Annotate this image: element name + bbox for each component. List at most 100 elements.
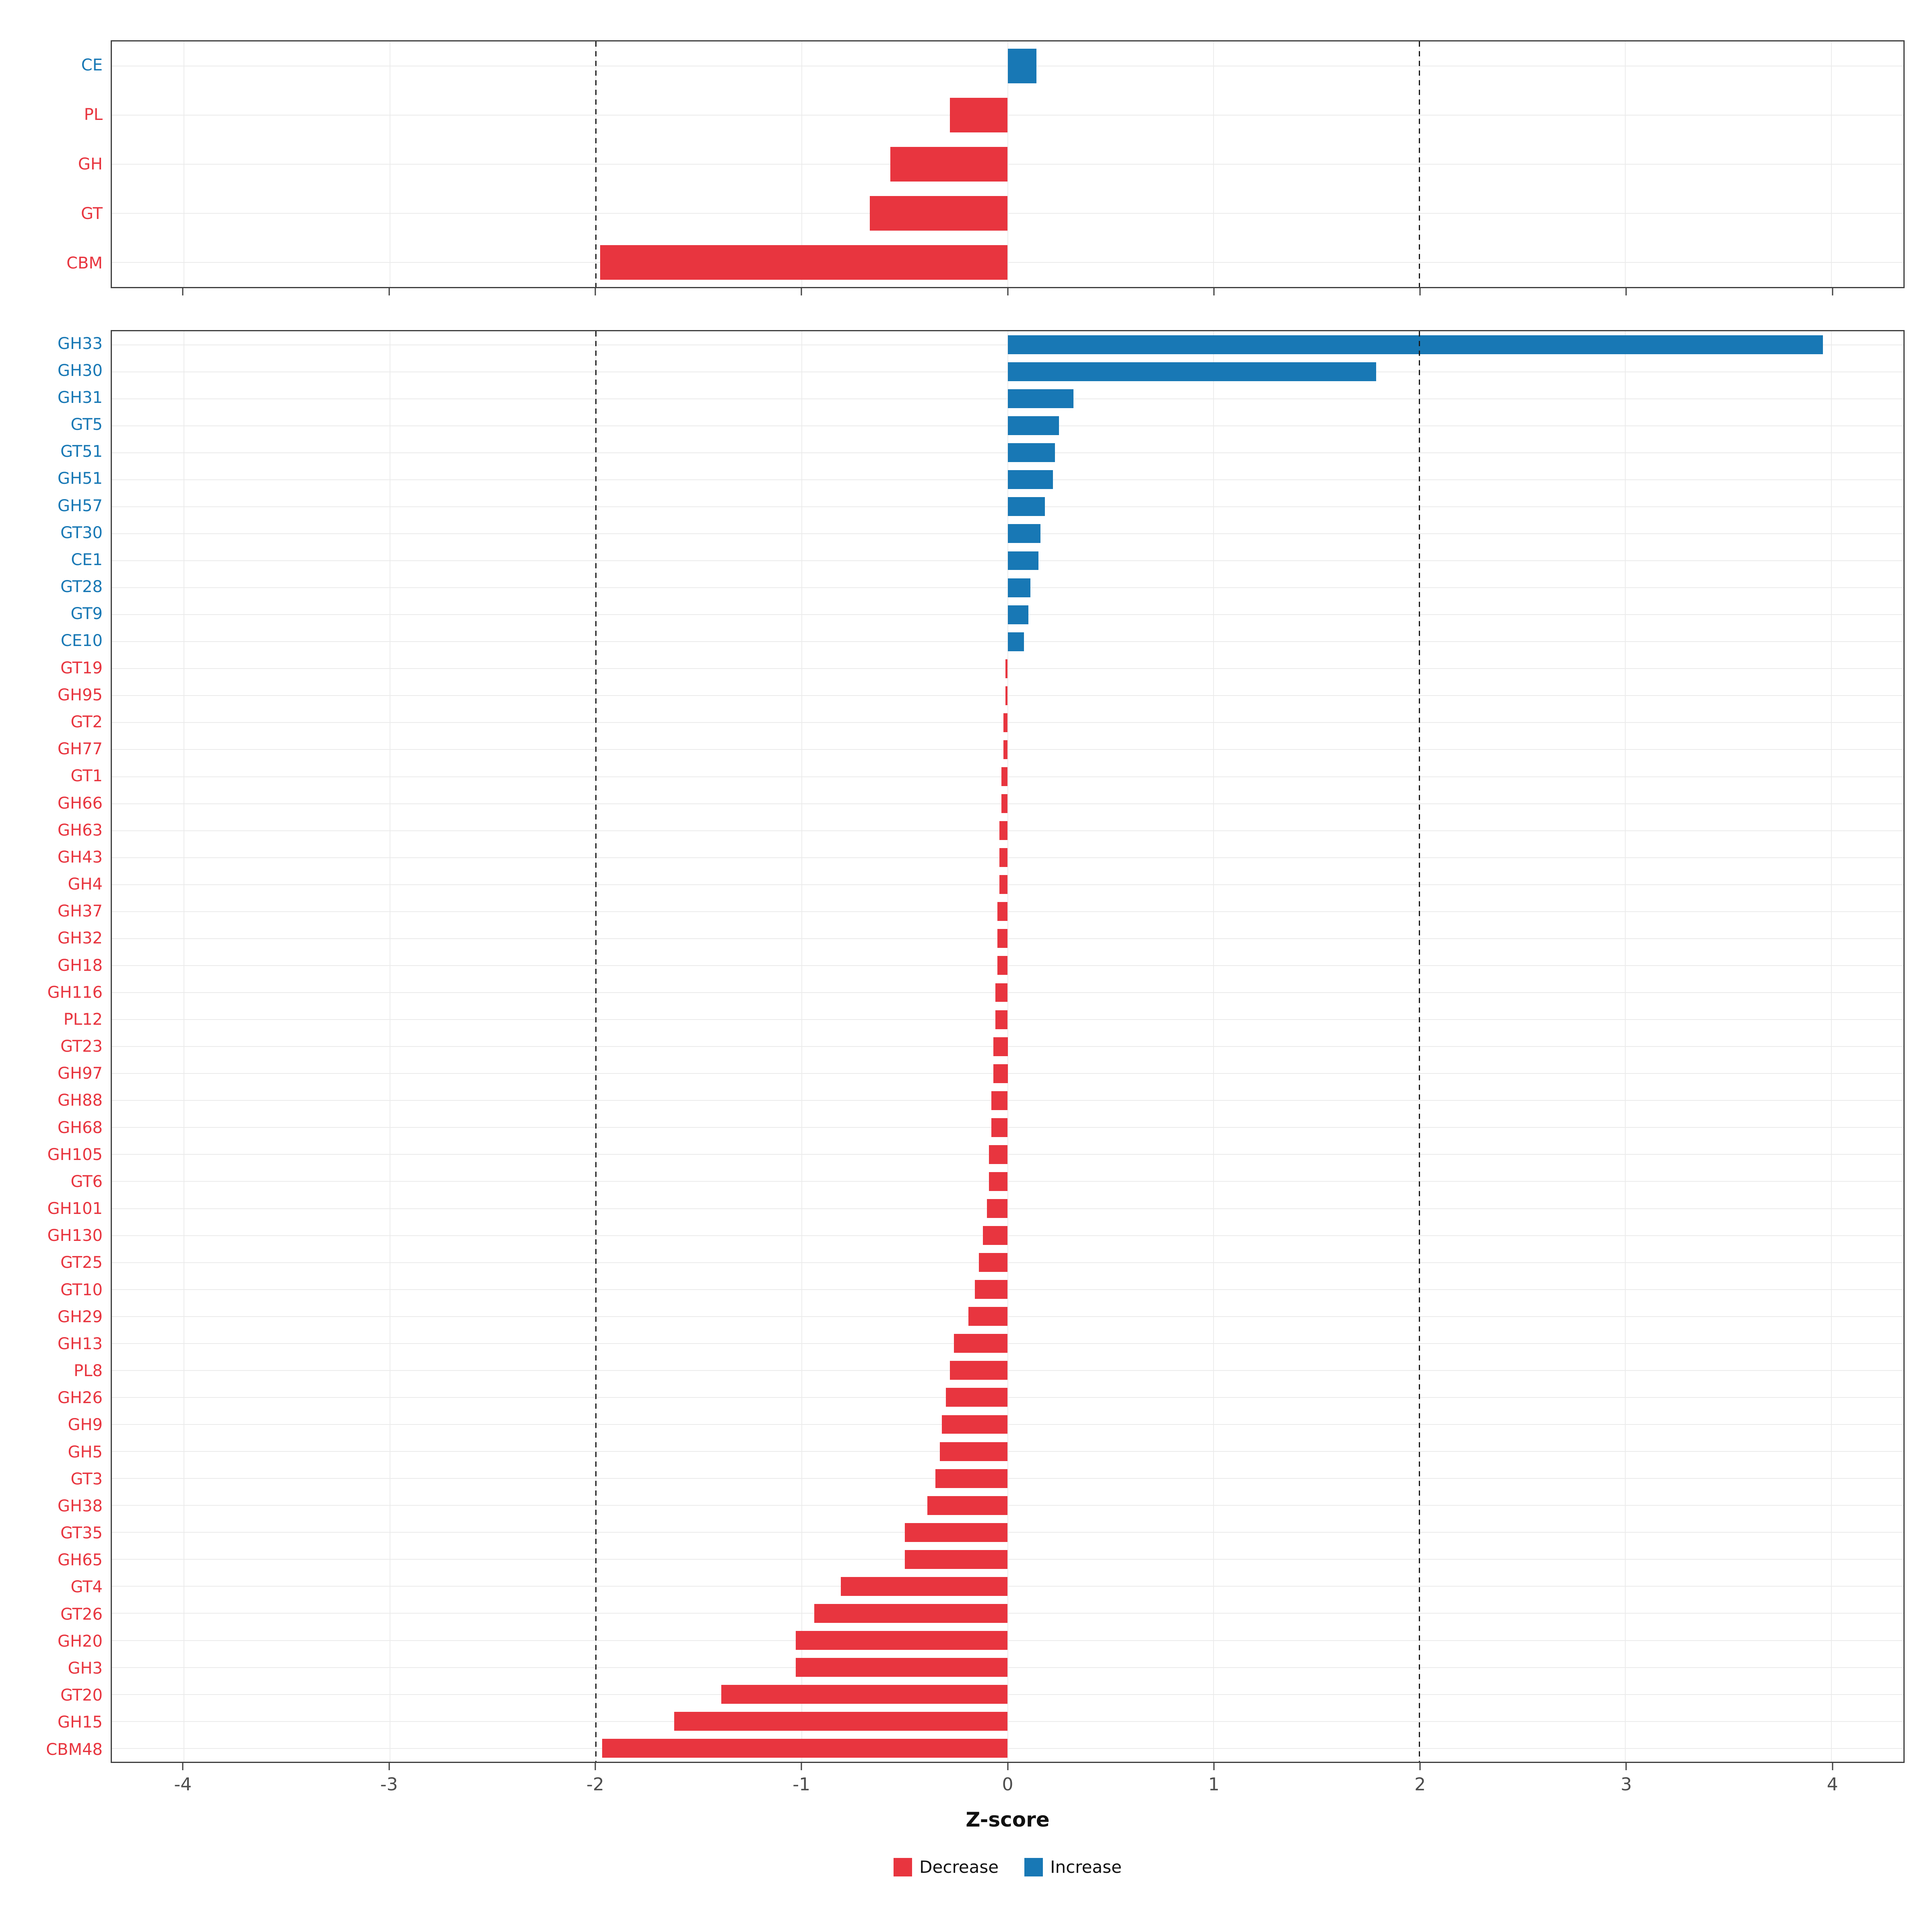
bar	[1007, 632, 1024, 651]
h-gridline	[112, 776, 1903, 777]
category-label: GH65	[58, 1551, 103, 1570]
legend-swatch	[1024, 1858, 1043, 1876]
bar	[954, 1334, 1008, 1353]
bar-row	[112, 91, 1903, 140]
bar-row	[112, 925, 1903, 952]
bar	[997, 902, 1008, 921]
bar-row	[112, 238, 1903, 287]
h-gridline	[112, 1532, 1903, 1533]
h-gridline	[112, 938, 1903, 939]
bar-row	[112, 547, 1903, 574]
plot-area-top	[111, 40, 1905, 288]
bar	[993, 1037, 1008, 1056]
category-label: GT9	[70, 605, 103, 623]
bar	[1007, 551, 1039, 570]
panel-gap	[111, 295, 1905, 330]
bar	[997, 929, 1008, 948]
category-label: GT5	[70, 415, 103, 434]
h-gridline	[112, 668, 1903, 669]
y-axis-labels-bottom: GH33 GH30 GH31 GT5 GT51 GH51 GH57 GT30 CE1 GT28 GT…	[22, 330, 111, 1763]
bar-row	[112, 1438, 1903, 1465]
h-gridline	[112, 1640, 1903, 1641]
bar	[950, 98, 1008, 132]
bar	[721, 1685, 1008, 1704]
x-tick-mark	[182, 1763, 184, 1770]
category-label: GH88	[58, 1091, 103, 1110]
x-axis-ticks-top	[111, 288, 1905, 295]
dashed-threshold-line	[595, 331, 597, 1762]
category-label: GH51	[58, 469, 103, 488]
x-axis-tick-labels: -4 -3 -2 -1 0 1 2 3 4	[111, 1770, 1905, 1797]
h-gridline	[112, 695, 1903, 696]
bar	[890, 147, 1008, 182]
bar	[841, 1577, 1008, 1596]
bar-row	[112, 331, 1903, 358]
bar-row	[112, 1708, 1903, 1735]
category-label: GT20	[60, 1686, 103, 1705]
bar	[991, 1091, 1008, 1110]
h-gridline	[112, 1667, 1903, 1668]
x-tick-mark	[1419, 1763, 1421, 1770]
category-label: GH57	[58, 496, 103, 515]
h-gridline	[112, 965, 1903, 966]
category-label: GH33	[58, 334, 103, 353]
category-label: CE10	[60, 632, 103, 650]
bar-row	[112, 1492, 1903, 1519]
bar	[999, 821, 1008, 840]
x-tick-label: 2	[1414, 1774, 1426, 1795]
category-label: GH68	[58, 1118, 103, 1137]
bar	[993, 1064, 1008, 1083]
category-label: GH	[78, 155, 103, 173]
bar-row	[112, 844, 1903, 871]
bar	[1007, 362, 1377, 382]
category-label: GT25	[60, 1253, 103, 1272]
x-axis-title: Z-score	[966, 1808, 1050, 1831]
x-tick-mark	[1007, 1763, 1008, 1770]
category-label: GH13	[58, 1334, 103, 1353]
bar-row	[112, 1195, 1903, 1222]
x-tick-mark	[594, 288, 596, 295]
bar	[989, 1172, 1008, 1191]
bar-row	[112, 1654, 1903, 1681]
bar	[995, 983, 1008, 1002]
h-gridline	[112, 1451, 1903, 1452]
bar	[1001, 794, 1008, 813]
bar-row	[112, 466, 1903, 493]
bar	[795, 1631, 1008, 1650]
bar	[1003, 740, 1008, 759]
h-gridline	[112, 1721, 1903, 1722]
bar-row	[112, 1330, 1903, 1357]
h-gridline	[112, 749, 1903, 750]
bar-rows	[112, 331, 1903, 1762]
category-label: GH9	[68, 1416, 103, 1435]
bar-row	[112, 1384, 1903, 1411]
bar-row	[112, 1357, 1903, 1384]
category-label: GH66	[58, 794, 103, 813]
bar	[674, 1712, 1008, 1731]
bar	[987, 1199, 1008, 1218]
dashed-threshold-line	[1419, 331, 1420, 1762]
h-gridline	[112, 213, 1903, 214]
h-gridline	[112, 1370, 1903, 1371]
bar-row	[112, 790, 1903, 817]
h-gridline	[112, 857, 1903, 858]
bar	[1007, 578, 1030, 597]
bar-row	[112, 736, 1903, 763]
bar-row	[112, 412, 1903, 439]
bar	[1003, 713, 1008, 732]
h-gridline	[112, 1208, 1903, 1209]
bar-row	[112, 140, 1903, 189]
category-label: CE	[81, 56, 103, 74]
bar	[600, 245, 1008, 280]
category-label: GT30	[60, 523, 103, 542]
h-gridline	[112, 1181, 1903, 1182]
bar	[1007, 49, 1037, 83]
x-tick-label: -4	[174, 1774, 192, 1795]
bar	[1007, 524, 1041, 543]
plot-area-bottom	[111, 330, 1905, 1763]
bar-row	[112, 189, 1903, 238]
h-gridline	[112, 1046, 1903, 1047]
category-label: CE1	[71, 550, 103, 569]
bar	[991, 1118, 1008, 1137]
